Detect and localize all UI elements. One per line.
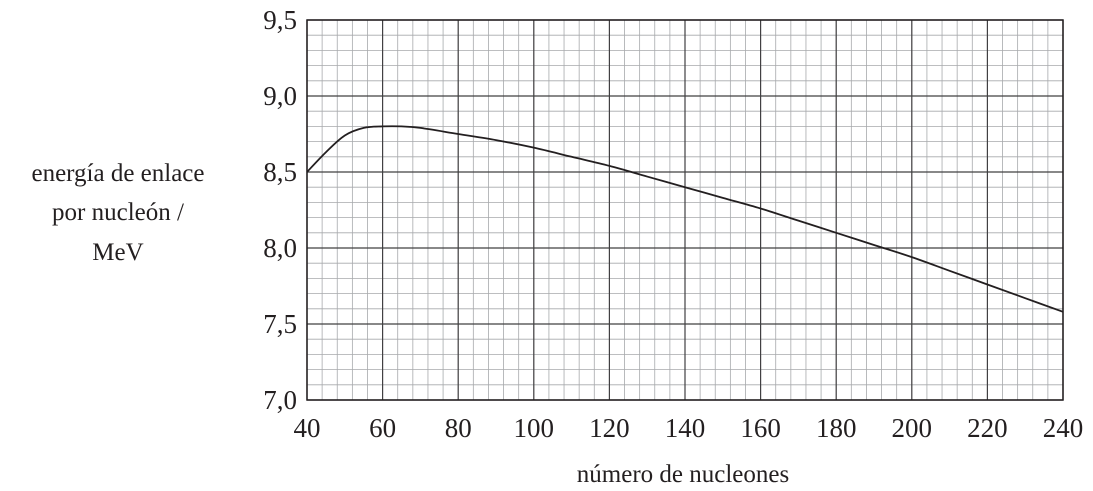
- y-axis-title-line-2: por nucleón /: [52, 199, 184, 226]
- x-axis-tick-labels: 40 60 80 100 120 140 160 180 200 220 240: [294, 413, 1084, 443]
- x-tick-label: 160: [740, 413, 781, 443]
- y-tick-label: 7,0: [263, 385, 297, 415]
- x-tick-label: 220: [967, 413, 1008, 443]
- y-tick-label: 8,0: [263, 233, 297, 263]
- binding-energy-curve: [306, 125, 1064, 313]
- y-tick-label: 9,5: [263, 5, 297, 35]
- x-tick-label: 240: [1043, 413, 1084, 443]
- x-tick-label: 120: [589, 413, 630, 443]
- x-tick-label: 60: [369, 413, 396, 443]
- y-axis-title-line-3: MeV: [92, 239, 143, 266]
- y-axis-tick-labels: 7,0 7,5 8,0 8,5 9,0 9,5: [263, 5, 297, 415]
- x-tick-label: 180: [816, 413, 857, 443]
- series-layer: [306, 125, 1064, 313]
- y-tick-label: 9,0: [263, 81, 297, 111]
- x-tick-label: 200: [892, 413, 933, 443]
- x-tick-label: 80: [445, 413, 472, 443]
- y-axis-title-line-1: energía de enlace: [31, 160, 204, 187]
- x-tick-label: 40: [294, 413, 321, 443]
- x-tick-label: 100: [514, 413, 555, 443]
- x-axis-title: número de nucleones: [577, 461, 789, 488]
- y-tick-label: 7,5: [263, 309, 297, 339]
- x-tick-label: 140: [665, 413, 706, 443]
- plot-frame: [306, 19, 1064, 401]
- y-tick-label: 8,5: [263, 157, 297, 187]
- major-grid: [306, 19, 1064, 401]
